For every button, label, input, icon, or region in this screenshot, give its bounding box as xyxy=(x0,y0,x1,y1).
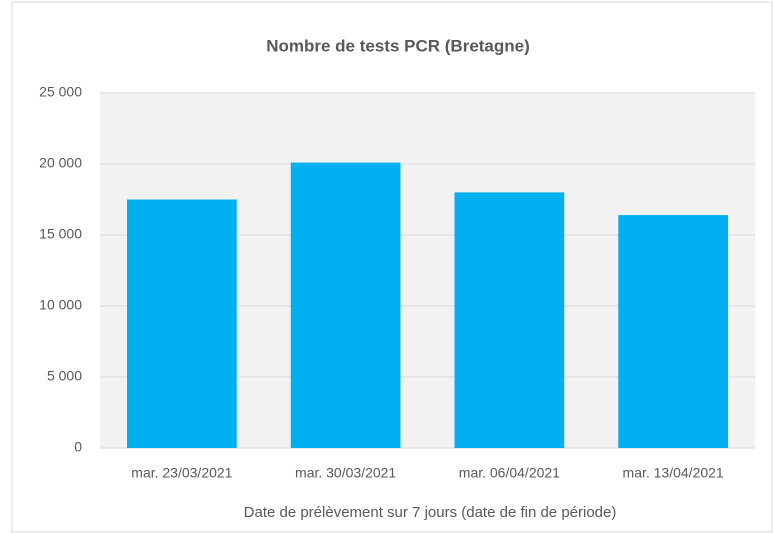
x-axis-title: Date de prélèvement sur 7 jours (date de… xyxy=(244,504,617,521)
bar xyxy=(290,162,401,448)
chart-title: Nombre de tests PCR (Bretagne) xyxy=(266,36,530,55)
bar xyxy=(618,215,728,448)
x-tick-label: mar. 30/03/2021 xyxy=(295,465,396,481)
y-tick-label: 15 000 xyxy=(39,226,82,242)
bar xyxy=(454,192,565,448)
y-tick-label: 10 000 xyxy=(39,297,82,313)
x-tick-label: mar. 06/04/2021 xyxy=(459,465,560,481)
x-tick-label: mar. 23/03/2021 xyxy=(131,465,232,481)
x-tick-label: mar. 13/04/2021 xyxy=(623,465,724,481)
y-tick-label: 20 000 xyxy=(39,155,82,171)
y-tick-label: 5 000 xyxy=(47,368,82,384)
y-tick-label: 0 xyxy=(74,439,82,455)
bar xyxy=(127,199,237,448)
y-tick-label: 25 000 xyxy=(39,84,82,100)
